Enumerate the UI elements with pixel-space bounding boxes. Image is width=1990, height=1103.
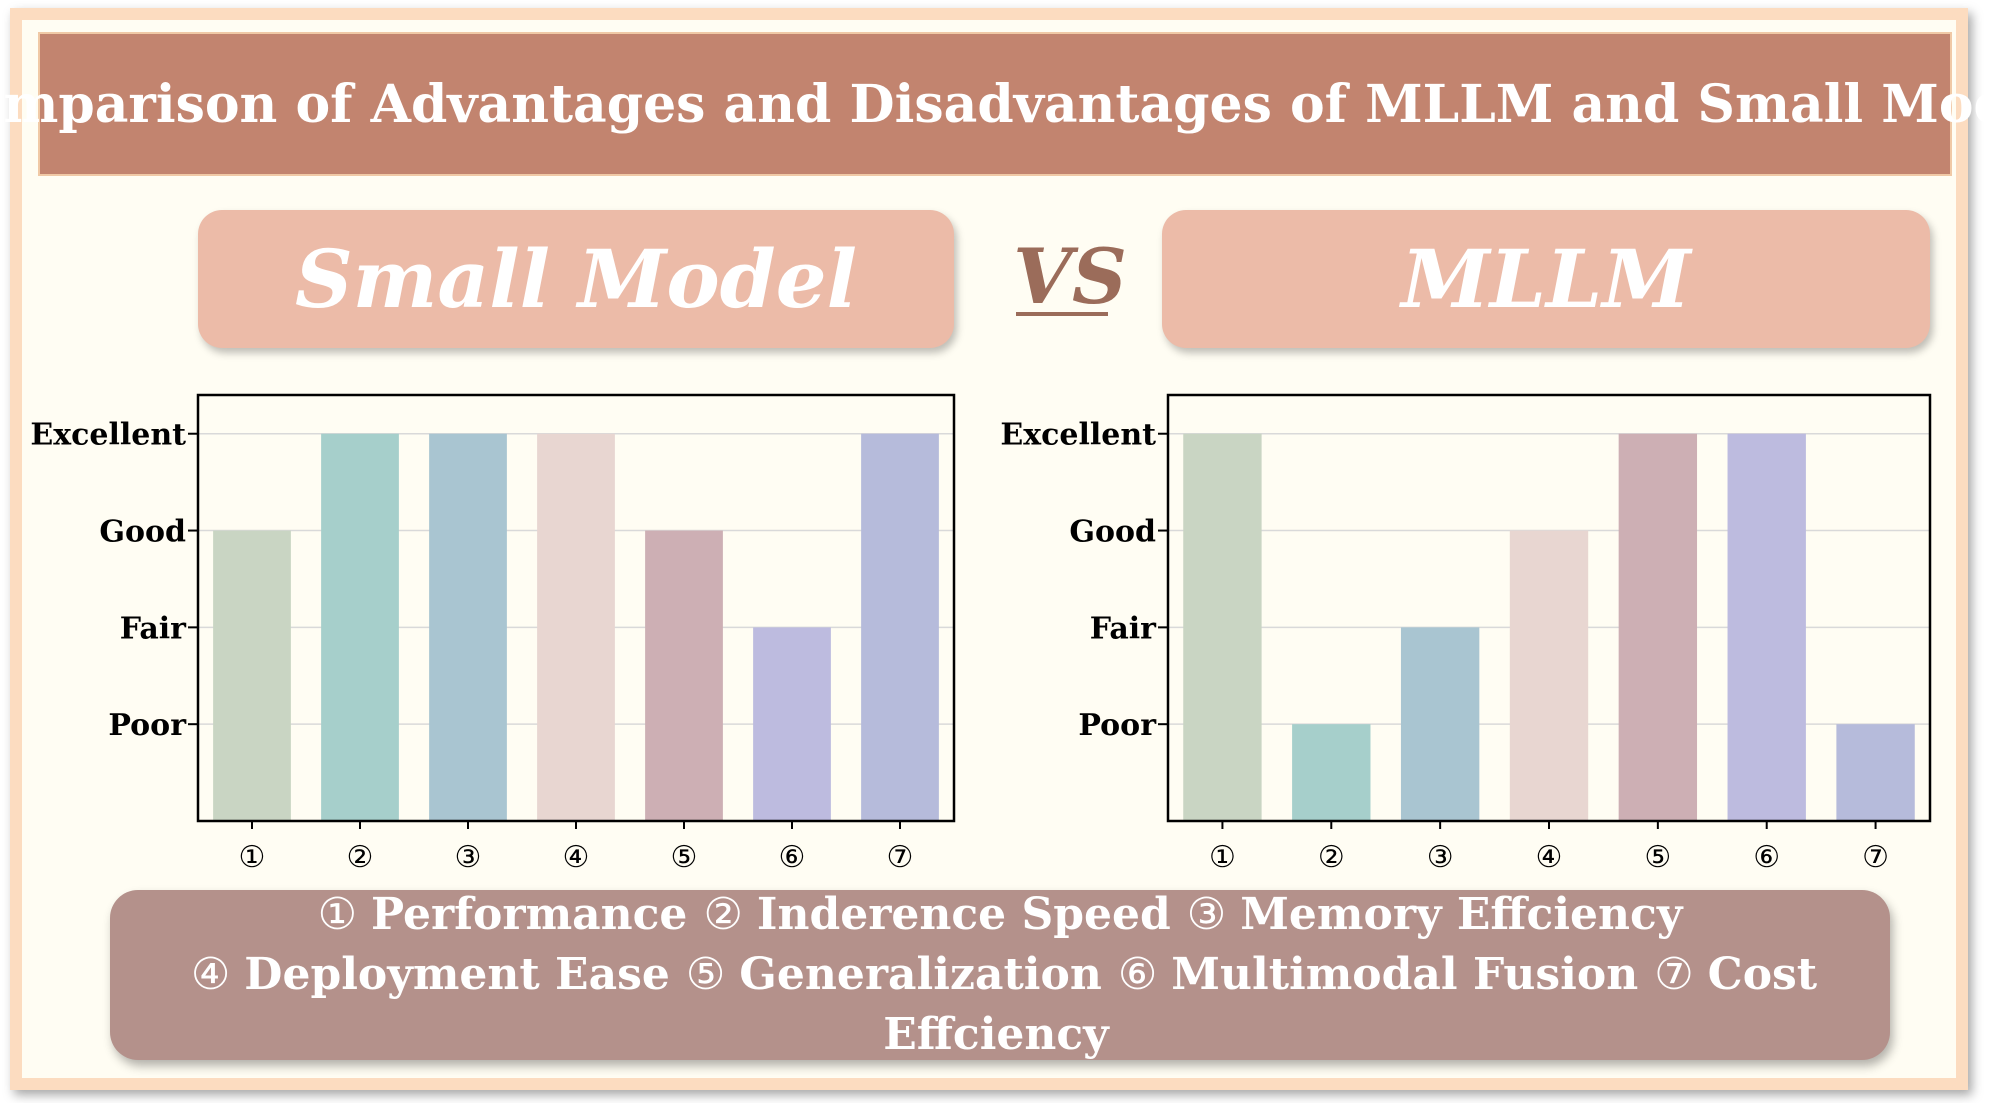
x-tick-label: ③ [455,840,482,875]
x-tick-label: ② [347,840,374,875]
bar [537,433,615,821]
x-tick-label: ⑤ [1644,840,1671,875]
legend-number: ⑤ [685,949,740,1000]
plot-frame [1166,393,1932,823]
mllm-header: MLLM [1162,210,1930,348]
legend-label: Cost Effciency [883,949,1818,1060]
page-title: Comparison of Advantages and Disadvantag… [0,32,1990,176]
legend-label: Multimodal Fusion [1171,949,1639,1000]
legend-line-1: ① Performance ② Inderence Speed ③ Memory E… [110,885,1890,945]
y-tick-label: Fair [120,611,187,646]
legend-label: Memory Effciency [1240,889,1683,940]
legend-label: Inderence Speed [756,889,1171,940]
legend-line-2: ④ Deployment Ease ⑤ Generalization ⑥ Multi… [110,945,1890,1065]
x-tick-label: ⑥ [779,840,806,875]
legend-number: ③ [1186,889,1241,940]
legend-item: ② Inderence Speed [703,889,1170,940]
legend-item: ⑦ Cost Effciency [883,949,1817,1060]
y-tick-label: Excellent [30,418,186,453]
legend-number: ④ [190,949,245,1000]
bar [1727,433,1806,821]
legend-label: Performance [371,889,688,940]
y-tick-label: Fair [1090,611,1157,646]
legend-item: ① Performance [318,889,688,940]
legend-label: Deployment Ease [244,949,670,1000]
x-tick-label: ⑦ [887,840,914,875]
legend-item: ③ Memory Effciency [1187,889,1683,940]
bar [1618,433,1698,821]
vs-label: VS [1013,232,1127,321]
y-tick-label: Poor [1078,708,1157,743]
legend-number: ① [317,889,372,940]
legend-label: Generalization [739,949,1102,1000]
x-tick-label: ② [1318,840,1345,875]
legend-number: ② [703,889,757,940]
bar [1400,627,1480,821]
legend-number: ⑦ [1654,949,1708,1000]
x-tick-label: ⑦ [1862,840,1889,875]
y-tick-label: Excellent [1000,418,1156,453]
bar [213,530,291,821]
bar [753,627,831,821]
bar [429,433,507,821]
x-tick-label: ④ [1536,840,1563,875]
bar [645,530,723,821]
x-tick-label: ④ [563,840,590,875]
bar [1836,724,1915,821]
x-tick-label: ① [1209,840,1236,875]
bar [321,433,399,821]
x-tick-label: ⑤ [671,840,698,875]
legend-item: ④ Deployment Ease [191,949,670,1000]
legend-number: ⑥ [1117,949,1172,1000]
vs-underline [1016,312,1108,316]
plot-frame [196,393,956,823]
bar [861,433,939,821]
legend-box: ① Performance ② Inderence Speed ③ Memory E… [110,889,1890,1060]
bar [1183,433,1262,821]
x-tick-label: ③ [1427,840,1454,875]
y-tick-label: Good [1069,515,1156,550]
small-model-header: Small Model [198,210,954,348]
bar [1509,530,1589,821]
y-tick-label: Good [99,515,186,550]
bar [1292,724,1371,821]
legend-item: ⑥ Multimodal Fusion [1118,949,1638,1000]
x-tick-label: ⑥ [1753,840,1780,875]
y-tick-label: Poor [108,708,187,743]
x-tick-label: ① [239,840,266,875]
legend-item: ⑤ Generalization [686,949,1102,1000]
